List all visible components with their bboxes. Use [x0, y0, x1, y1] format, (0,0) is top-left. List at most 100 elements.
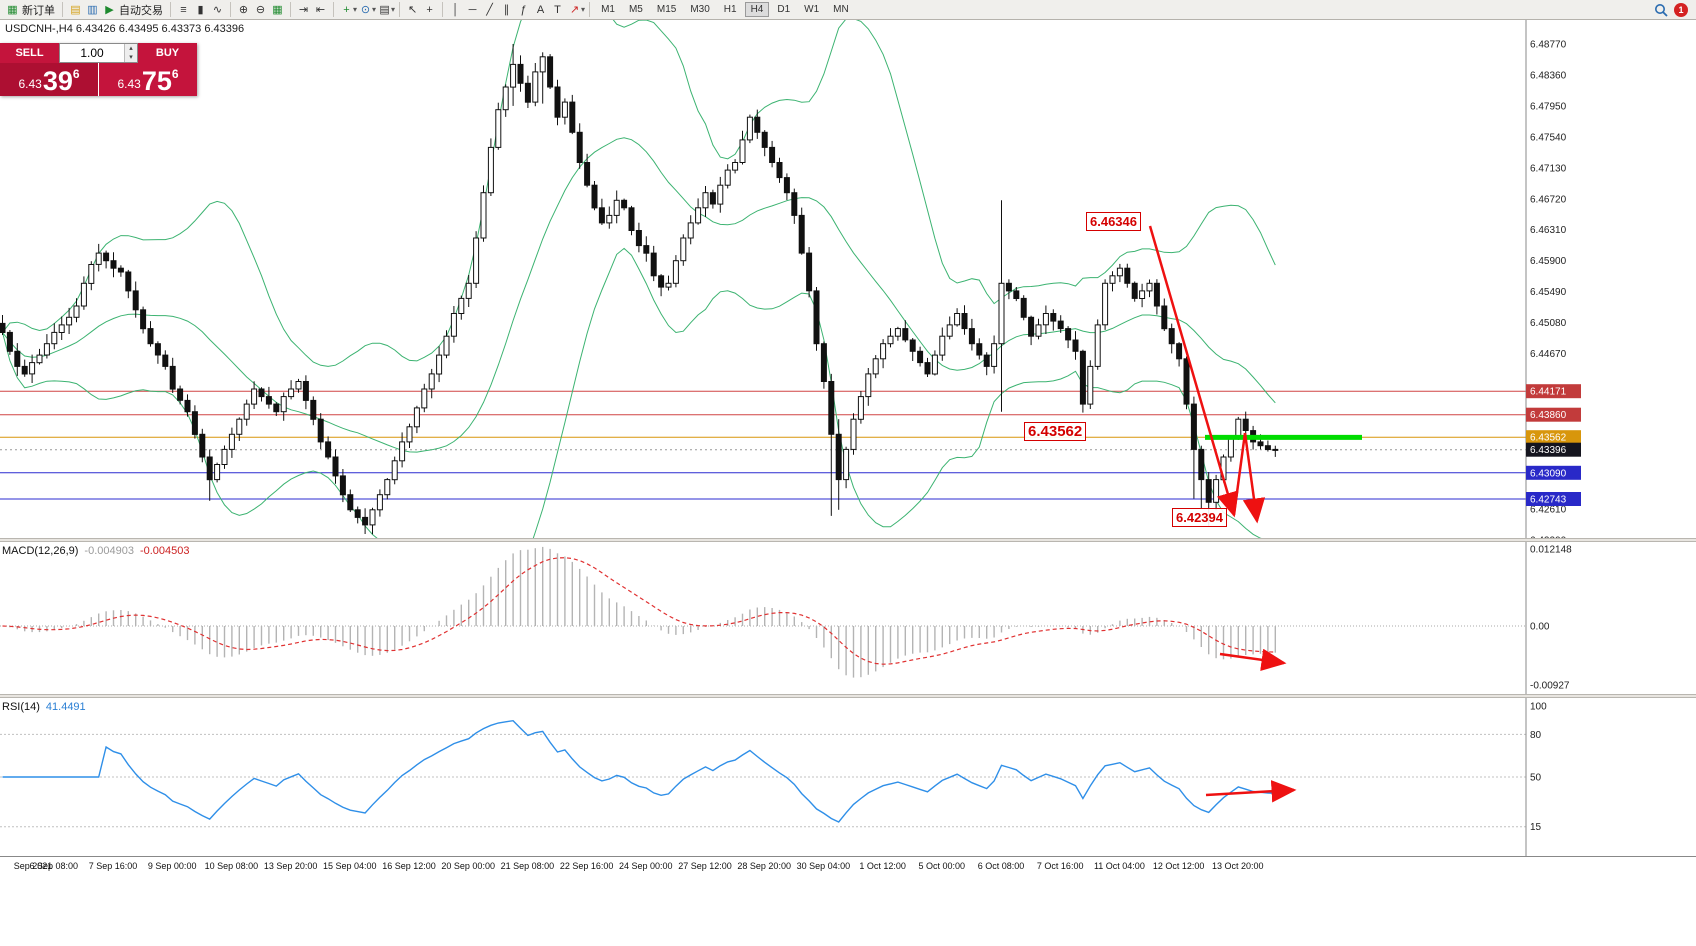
tf-button-M1[interactable]: M1 [601, 4, 615, 15]
arrows-tool-icon[interactable]: ↗ [569, 3, 580, 16]
cursor-icon[interactable]: ↖ [407, 3, 418, 16]
drawn-price-label[interactable]: 6.42394 [1172, 508, 1227, 527]
time-axis[interactable]: Sep 2021 6 Sep 08:00 7 Sep 16:00 9 Sep 00:0… [0, 856, 1696, 882]
time-label: 15 Sep 04:00 [323, 861, 377, 871]
separator [62, 2, 63, 17]
svg-text:6.47130: 6.47130 [1530, 163, 1567, 174]
spinner-up-icon[interactable]: ▴ [125, 44, 137, 53]
svg-text:6.43396: 6.43396 [1530, 445, 1567, 456]
svg-text:0.012148: 0.012148 [1530, 544, 1572, 555]
time-label: 1 Oct 12:00 [859, 861, 906, 871]
spinner-down-icon[interactable]: ▾ [125, 53, 137, 62]
panel-splitter[interactable] [0, 694, 1696, 698]
macd-signal-value: -0.004503 [139, 545, 190, 557]
buy-price-pipette: 6 [171, 67, 179, 81]
time-label: 11 Oct 04:00 [1093, 861, 1145, 871]
tf-button-M30[interactable]: M30 [690, 4, 710, 15]
macd-header: MACD(12,26,9) -0.004903 -0.004503 [2, 545, 190, 557]
sell-button[interactable]: SELL [0, 43, 59, 63]
buy-price-prefix: 6.43 [117, 77, 141, 91]
zoom-out-icon[interactable]: ⊖ [255, 3, 266, 16]
svg-text:50: 50 [1530, 773, 1542, 784]
separator [230, 2, 231, 17]
tile-windows-icon[interactable]: ▦ [272, 3, 283, 16]
candlestick-chart-icon[interactable]: ▮ [197, 3, 204, 16]
separator [399, 2, 401, 17]
fibonacci-icon[interactable]: ƒ [520, 3, 527, 16]
chevron-down-icon[interactable]: ▾ [391, 5, 396, 14]
svg-text:6.45080: 6.45080 [1530, 318, 1567, 329]
channel-icon[interactable]: ∥ [503, 3, 510, 16]
macd-main-value: -0.004903 [84, 545, 134, 557]
panel-splitter[interactable] [0, 538, 1696, 542]
sell-price-pipette: 6 [72, 67, 80, 81]
sell-price-display[interactable]: 6.43 39 6 [0, 63, 98, 96]
svg-text:6.43860: 6.43860 [1530, 410, 1567, 421]
crosshair-icon[interactable]: + [426, 3, 433, 16]
svg-text:6.48770: 6.48770 [1530, 40, 1567, 51]
new-order-button[interactable]: 新订单 [22, 4, 55, 17]
svg-text:6.48360: 6.48360 [1530, 71, 1567, 82]
sell-price-prefix: 6.43 [18, 77, 42, 91]
svg-text:15: 15 [1530, 822, 1542, 833]
horizontal-line-icon[interactable]: ─ [468, 3, 477, 16]
templates-icon[interactable]: ▤ [379, 3, 390, 16]
drawn-price-label[interactable]: 6.43562 [1024, 422, 1087, 441]
new-order-icon[interactable]: ▦ [7, 3, 18, 16]
auto-trading-icon[interactable]: ▶ [105, 3, 114, 16]
svg-text:6.44171: 6.44171 [1530, 387, 1567, 398]
separator [333, 2, 334, 17]
indicators-add-icon[interactable]: + [343, 3, 350, 16]
buy-price-big: 75 [141, 66, 172, 96]
bar-chart-icon[interactable]: ≡ [180, 3, 187, 16]
chevron-down-icon[interactable]: ▾ [581, 5, 586, 14]
tf-button-M15[interactable]: M15 [656, 4, 677, 15]
time-label: Sep 2021 [13, 861, 53, 871]
buy-price-display[interactable]: 6.43 75 6 [99, 63, 197, 96]
svg-text:6.46720: 6.46720 [1530, 194, 1567, 205]
toolbar-right-group: 1 [1654, 2, 1692, 17]
label-tool-icon[interactable]: T [554, 3, 561, 16]
rsi-header: RSI(14) 41.4491 [2, 701, 86, 713]
svg-text:80: 80 [1530, 730, 1542, 741]
tf-button-MN[interactable]: MN [833, 4, 849, 15]
time-label: 28 Sep 20:00 [737, 861, 791, 871]
time-label: 24 Sep 00:00 [619, 861, 673, 871]
sell-price-big: 39 [42, 66, 73, 96]
timeframe-group: M1 M5 M15 M30 H1 H4 D1 W1 MN [594, 2, 856, 17]
svg-text:6.45490: 6.45490 [1530, 287, 1567, 298]
macd-panel[interactable]: 0.012148 0.00 -0.00927 [0, 542, 1696, 694]
tf-button-M5[interactable]: M5 [628, 4, 643, 15]
auto-trading-button[interactable]: 自动交易 [119, 4, 163, 17]
auto-scroll-icon[interactable]: ⇥ [298, 3, 309, 16]
zoom-in-icon[interactable]: ⊕ [238, 3, 249, 16]
data-window-icon[interactable]: ▤ [70, 3, 81, 16]
notification-badge[interactable]: 1 [1674, 2, 1688, 17]
tf-button-H4[interactable]: H4 [744, 2, 770, 17]
search-icon[interactable] [1654, 3, 1668, 17]
trendline-icon[interactable]: ╱ [486, 3, 493, 16]
market-watch-icon[interactable]: ▥ [87, 3, 98, 16]
rsi-panel[interactable]: 100 80 50 15 [0, 698, 1696, 856]
chevron-down-icon[interactable]: ▾ [353, 5, 358, 14]
periods-clock-icon[interactable]: ⊙ [360, 3, 371, 16]
separator [170, 2, 171, 17]
tf-button-D1[interactable]: D1 [777, 4, 791, 15]
tf-button-W1[interactable]: W1 [804, 4, 820, 15]
volume-input[interactable] [60, 44, 124, 62]
separator [442, 2, 444, 17]
svg-text:6.46310: 6.46310 [1530, 225, 1567, 236]
chevron-down-icon[interactable]: ▾ [372, 5, 377, 14]
svg-text:6.47540: 6.47540 [1530, 132, 1567, 143]
drawn-price-label[interactable]: 6.46346 [1086, 212, 1141, 231]
svg-text:100: 100 [1530, 702, 1547, 713]
line-chart-icon[interactable]: ∿ [212, 3, 223, 16]
main-chart-panel[interactable]: 6.48770 6.48360 6.47950 6.47540 6.47130 6.467… [0, 20, 1696, 538]
vertical-line-icon[interactable]: │ [452, 3, 459, 16]
text-tool-icon[interactable]: A [536, 3, 545, 16]
svg-text:6.42200: 6.42200 [1530, 536, 1567, 539]
buy-button[interactable]: BUY [138, 43, 197, 63]
time-label: 27 Sep 12:00 [678, 861, 732, 871]
chart-shift-icon[interactable]: ⇤ [315, 3, 326, 16]
tf-button-H1[interactable]: H1 [723, 4, 737, 15]
